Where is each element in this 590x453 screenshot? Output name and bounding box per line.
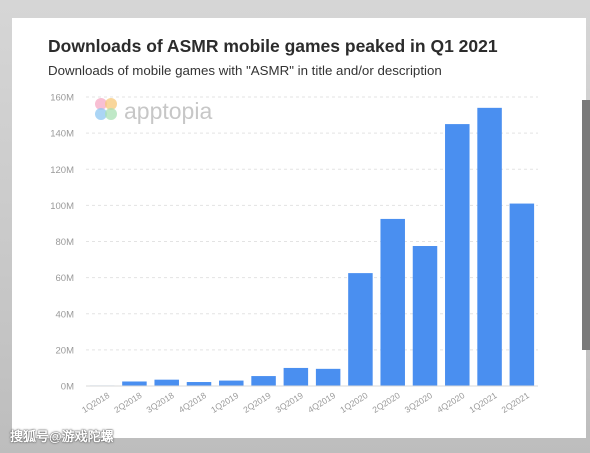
x-axis-ticks: 1Q2018 2Q2018 3Q2018 4Q2018 1Q2019 2Q2019 3Q20…	[80, 390, 531, 415]
bar-3q2020	[412, 246, 438, 386]
x-tick-label: 3Q2019	[274, 390, 305, 415]
bar-1q2021	[477, 107, 502, 387]
bar-3q2018	[154, 379, 179, 386]
y-tick-label: 20M	[56, 345, 75, 356]
x-tick-label: 3Q2018	[145, 390, 176, 415]
bar-1q2020	[348, 273, 373, 386]
y-tick-label: 0M	[61, 382, 74, 393]
x-tick-label: 1Q2021	[467, 390, 498, 415]
bar-4q2019	[315, 368, 341, 386]
bar-1q2019	[219, 380, 244, 386]
source-watermark: 搜狐号@游戏陀螺	[10, 429, 114, 444]
y-axis-ticks: 0M 20M 40M 60M 80M 100M 120M 140M 160M	[50, 93, 74, 393]
grid-lines	[86, 96, 538, 351]
x-tick-label: 4Q2018	[177, 390, 208, 415]
y-tick-label: 160M	[50, 93, 74, 104]
bar-4q2018	[186, 382, 212, 386]
bar-2q2018	[122, 381, 147, 386]
x-tick-label: 1Q2019	[209, 390, 240, 415]
background-edge	[582, 100, 590, 350]
bar-2q2020	[380, 218, 405, 386]
x-tick-label: 4Q2020	[435, 390, 466, 415]
x-tick-label: 2Q2021	[500, 390, 531, 415]
x-tick-label: 1Q2020	[338, 390, 369, 415]
apptopia-brand-text: apptopia	[124, 98, 212, 124]
y-tick-label: 100M	[50, 201, 74, 212]
apptopia-flower-logo-icon	[95, 98, 117, 120]
chart-subtitle: Downloads of mobile games with "ASMR" in…	[48, 63, 442, 78]
y-tick-label: 60M	[56, 273, 75, 284]
x-tick-label: 2Q2018	[112, 390, 143, 415]
y-tick-label: 120M	[50, 165, 74, 176]
x-tick-label: 2Q2019	[241, 390, 272, 415]
chart-title: Downloads of ASMR mobile games peaked in…	[48, 36, 498, 56]
bars	[89, 107, 535, 387]
bar-3q2019	[283, 367, 309, 386]
y-tick-label: 40M	[56, 309, 75, 320]
x-tick-label: 1Q2018	[80, 390, 111, 415]
bar-4q2020	[445, 124, 470, 386]
bar-2q2021	[509, 203, 535, 386]
y-tick-label: 80M	[56, 237, 75, 248]
y-tick-label: 140M	[50, 129, 74, 140]
x-tick-label: 2Q2020	[371, 390, 402, 415]
x-tick-label: 3Q2020	[403, 390, 434, 415]
bar-2q2019	[251, 376, 276, 386]
x-tick-label: 4Q2019	[306, 390, 337, 415]
